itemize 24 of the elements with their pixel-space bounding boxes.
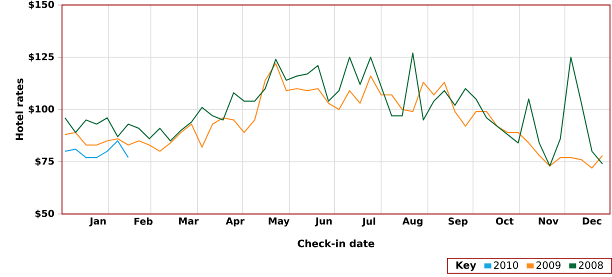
x-tick-label: Oct <box>496 218 514 225</box>
y-tick-label: $100 <box>28 105 54 114</box>
x-tick-label: Jan <box>89 218 106 226</box>
legend-label: 2009 <box>536 261 560 269</box>
legend-label: 2010 <box>494 261 518 269</box>
y-tick-label: $75 <box>35 157 54 166</box>
x-tick-label: Nov <box>538 218 558 225</box>
x-tick-label: Jul <box>362 218 376 227</box>
line-series <box>64 140 129 158</box>
x-tick-label: Mar <box>179 218 199 225</box>
x-tick-label: Jun <box>314 218 332 226</box>
y-axis-title: Hotel rates <box>15 78 24 140</box>
x-tick-label: Aug <box>402 218 422 226</box>
y-tick-label: $150 <box>28 0 54 10</box>
x-tick-label: May <box>268 218 290 226</box>
x-tick-label: Sep <box>448 218 468 227</box>
x-tick-label: Dec <box>582 218 602 225</box>
x-tick-label: Apr <box>226 218 245 226</box>
y-tick-label: $125 <box>28 52 54 62</box>
x-tick-label: Feb <box>134 218 153 225</box>
x-axis-title: Check-in date <box>298 239 374 248</box>
legend-label: 2008 <box>578 261 603 269</box>
legend-title: Key <box>456 261 476 271</box>
y-tick-label: $50 <box>35 210 54 218</box>
